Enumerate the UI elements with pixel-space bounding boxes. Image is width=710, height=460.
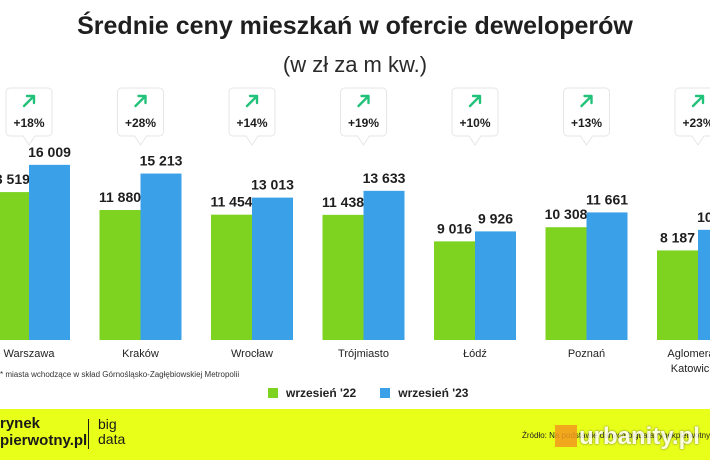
brand-divider (88, 419, 89, 449)
bar-2022 (0, 192, 29, 340)
source-note: Źródło: Na podstawie danych bigdata.ryne… (522, 431, 710, 440)
bigdata-logo: big data (98, 416, 126, 447)
value-label-2022: 11 454 (210, 194, 252, 210)
change-label: +10% (459, 116, 490, 130)
change-label: +19% (348, 116, 379, 130)
chart-subtitle: (w zł za m kw.) (282, 52, 428, 77)
change-label: +28% (125, 116, 156, 130)
category-label: Katowicka* (671, 363, 710, 375)
bar-2022 (545, 227, 587, 340)
category-label: Poznań (568, 348, 605, 360)
arrow-up-icon (580, 94, 593, 108)
category-label: Trójmiasto (338, 348, 389, 360)
bar-2022 (99, 210, 141, 340)
watermark-icon (555, 425, 577, 447)
arrow-up-icon (245, 94, 259, 108)
bar-2023 (252, 197, 293, 340)
bar-2023 (140, 173, 182, 340)
category-label: Kraków (122, 348, 159, 360)
value-label-2022: 11 880 (99, 189, 141, 205)
bar-2023 (363, 190, 405, 340)
bar-chart: 13 519 16 009 +18% Warszawa 11 880 15 213 +28%… (0, 87, 710, 375)
change-bubble (674, 87, 710, 146)
value-label-2023: 15 213 (140, 153, 183, 169)
legend-swatch-2023 (380, 388, 391, 398)
bar-2023 (29, 164, 70, 340)
legend-label-2022: wrzesień '22 (286, 386, 357, 400)
value-label-2022: 10 308 (545, 206, 588, 222)
bar-2022 (657, 250, 698, 340)
arrow-up-icon (357, 94, 370, 108)
legend-swatch-2022 (268, 388, 278, 398)
value-label-2023: 11 661 (586, 191, 628, 207)
value-label-2022: 9 016 (437, 220, 472, 236)
change-label: +14% (236, 116, 267, 130)
value-label-2023: 13 633 (363, 170, 406, 186)
value-label-2023: 16 009 (28, 144, 71, 160)
legend-item-2023: wrzesień '23 (380, 386, 468, 400)
change-label: +23% (682, 116, 710, 130)
value-label-2023: 10 071 (697, 209, 710, 225)
value-label-2023: 13 013 (251, 177, 294, 193)
arrow-up-icon (691, 94, 705, 108)
value-label-2022: 13 519 (0, 171, 30, 187)
footnote: * miasta wchodzące w skład Górnośląsko-Z… (0, 370, 240, 379)
category-label: Łódź (463, 348, 487, 360)
bar-2022 (322, 214, 364, 340)
change-bubble (340, 87, 387, 146)
change-bubble (228, 87, 276, 146)
change-bubble (117, 87, 164, 146)
change-label: +18% (13, 116, 44, 130)
bar-2023 (698, 229, 710, 340)
value-label-2022: 8 187 (660, 229, 695, 245)
change-label: +13% (571, 116, 602, 130)
category-label: Wrocław (231, 348, 273, 360)
category-label: Aglomeracja (667, 348, 710, 360)
legend-label-2023: wrzesień '23 (398, 386, 469, 400)
value-label-2023: 9 926 (478, 210, 513, 226)
watermark: urbanity.pl (555, 423, 700, 451)
legend-item-2022: wrzesień '22 (268, 386, 356, 400)
change-bubble (563, 87, 610, 146)
bar-2023 (475, 231, 516, 340)
chart-title: Średnie ceny mieszkań w ofercie dewelope… (77, 12, 633, 40)
arrow-up-icon (22, 94, 36, 108)
arrow-up-icon (134, 94, 147, 108)
brand-logo: rynek pierwotny.pl (0, 415, 88, 449)
value-label-2022: 11 438 (322, 194, 364, 210)
change-bubble (5, 87, 53, 146)
bar-2022 (434, 241, 475, 340)
bar-2023 (586, 212, 628, 340)
legend: wrzesień '22 wrzesień '23 (268, 386, 468, 400)
change-bubble (451, 87, 499, 146)
footer-bar: rynek pierwotny.pl big data Źródło: Na p… (0, 409, 710, 460)
category-label: Warszawa (4, 348, 56, 360)
bar-2022 (211, 214, 252, 340)
arrow-up-icon (468, 94, 482, 108)
